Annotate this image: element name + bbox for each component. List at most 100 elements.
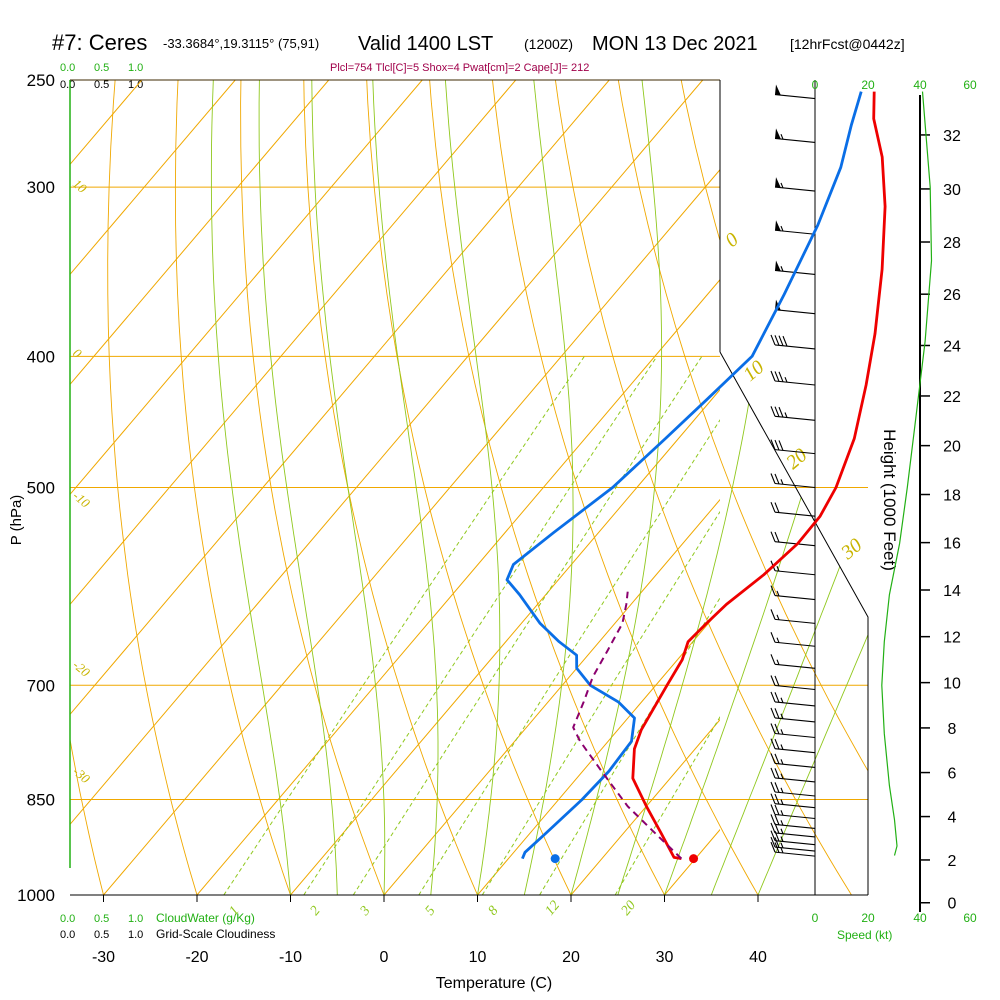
barb-staff (774, 344, 816, 350)
height-tick-label: 18 (943, 488, 961, 505)
dry-adiabat (925, 56, 1000, 895)
isotherm-label: 10 (70, 176, 90, 196)
barb-staff (774, 641, 816, 647)
height-tick-label: 10 (943, 676, 961, 693)
barb-feather (770, 753, 776, 764)
wind-barb (770, 841, 816, 857)
mixing-ratio-lines (223, 356, 720, 895)
dry-adiabat (800, 80, 868, 895)
dry-adiabat (987, 56, 1000, 895)
barb-feather (774, 335, 780, 346)
wind-barb (770, 723, 816, 739)
height-tick-label: 22 (943, 389, 961, 406)
mixing-ratio-label: 12 (543, 898, 563, 918)
barb-staff (774, 803, 816, 809)
x-tick-label: 40 (749, 949, 767, 966)
moist-adiabat (710, 80, 868, 895)
mixing-ratio-label: 5 (423, 904, 439, 919)
speed-tick-bottom-3: 60 (963, 911, 977, 925)
barb-feather (770, 654, 776, 665)
barb-feather (778, 335, 784, 346)
barb-half-feather (780, 828, 784, 834)
barb-feather (774, 823, 780, 834)
cloudwater-tick-bottom-2: 1.0 (128, 913, 143, 925)
cloud-legend-bottom: 0.0 0.5 1.0 CloudWater (g/Kg) 0.0 0.5 1.… (60, 911, 275, 941)
barb-feather (774, 473, 780, 485)
barb-pennant (775, 260, 781, 272)
barb-feather (778, 440, 784, 451)
barb-feather (778, 371, 784, 383)
moist-adiabat (311, 80, 386, 895)
barb-staff (774, 701, 816, 707)
wind-barb (770, 632, 816, 647)
barb-feather (770, 814, 776, 825)
barb-half-feather (780, 847, 784, 854)
cloudwater-tick-top-0: 0.0 (60, 62, 75, 74)
mixing-ratio-label: 8 (486, 904, 502, 919)
barb-feather (774, 439, 780, 451)
pressure-tick-label: 850 (27, 790, 55, 809)
barb-feather (770, 473, 776, 484)
diagonal-boundary (719, 351, 869, 895)
speed-axis: 0 20 40 60 0 20 40 60 Speed (kt) (812, 78, 977, 942)
barb-feather (770, 767, 776, 779)
barb-half-feather (780, 820, 784, 826)
height-tick-label: 26 (943, 287, 961, 304)
wind-barb (770, 370, 816, 386)
cloudiness-tick-bottom-1: 0.5 (94, 929, 109, 941)
barb-feather (774, 842, 780, 853)
wind-speed-profile (881, 91, 933, 856)
barb-half-feather (776, 614, 780, 620)
barb-half-feather (776, 590, 780, 597)
isotherm (383, 498, 720, 895)
isotherm-lines (70, 80, 720, 895)
barb-half-feather (780, 182, 784, 189)
isotherm-label: -10 (70, 488, 93, 511)
wind-barb (770, 609, 816, 624)
height-tick-label: 6 (948, 766, 957, 783)
height-tick-label: 2 (948, 853, 957, 870)
pressure-tick-label: 400 (27, 347, 55, 366)
barb-staff (774, 851, 816, 857)
wind-barbs (770, 84, 816, 857)
barb-half-feather (780, 773, 784, 779)
x-tick-label: -10 (279, 949, 302, 966)
wind-barb (770, 585, 816, 601)
barb-staff (774, 309, 816, 315)
barb-staff (774, 748, 816, 754)
barb-feather (770, 822, 776, 834)
mixing-ratio-line (614, 716, 720, 895)
height-axis-label: Height (1000 Feet) (880, 429, 899, 571)
speed-tick-bottom-0: 0 (812, 911, 819, 925)
x-tick-label: 20 (562, 949, 580, 966)
isotherm (196, 278, 720, 895)
x-tick-label: 0 (380, 949, 389, 966)
barb-half-feather (780, 759, 784, 765)
isotherm-label: 0 (70, 345, 85, 361)
barb-staff (774, 137, 816, 143)
barb-half-feather (776, 637, 780, 643)
barb-feather (774, 371, 780, 382)
barb-half-feather (776, 659, 780, 665)
height-tick-label: 30 (943, 182, 961, 199)
cloud-legend-top: 0.0 0.5 1.0 0.0 0.5 1.0 (60, 62, 143, 91)
wind-barb (774, 128, 816, 143)
barb-staff (774, 380, 816, 386)
wind-barb (770, 531, 816, 547)
barb-pennant (775, 84, 781, 96)
barb-half-feather (780, 744, 784, 750)
barb-half-feather (780, 134, 784, 140)
dry-adiabat (613, 80, 868, 895)
barb-half-feather (780, 225, 784, 232)
isotherm (290, 388, 720, 895)
barb-feather (770, 793, 776, 804)
barb-half-feather (780, 266, 784, 272)
barb-staff (774, 762, 816, 769)
barb-staff (774, 823, 816, 830)
dry-adiabat (489, 80, 759, 895)
barb-feather (774, 692, 780, 703)
height-tick-label: 12 (943, 630, 961, 647)
barb-feather (774, 531, 780, 543)
isotherm (70, 80, 330, 386)
